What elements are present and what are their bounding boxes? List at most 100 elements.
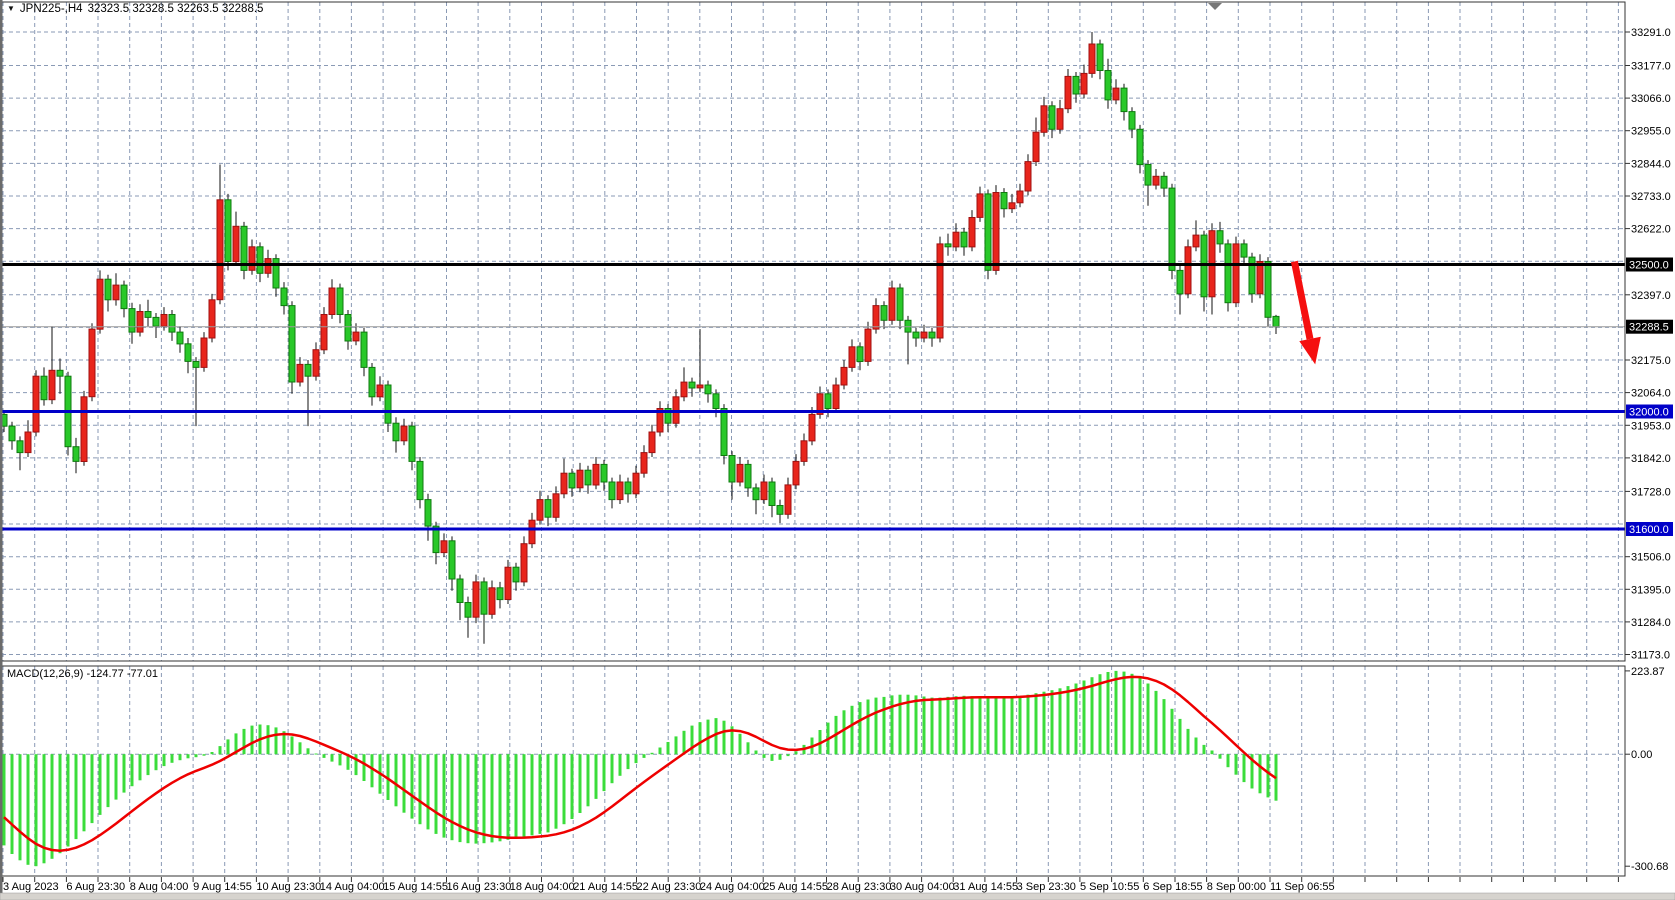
macd-bar: [210, 752, 214, 755]
candle-body: [656, 408, 664, 433]
macd-axis-label: 223.87: [1631, 666, 1665, 678]
macd-bar: [90, 754, 94, 824]
macd-bar: [250, 725, 254, 755]
candle-body: [296, 363, 304, 383]
macd-bar: [162, 754, 166, 767]
candle-body: [1088, 43, 1096, 74]
price-axis-label: 33177.0: [1631, 61, 1671, 73]
candle-body: [608, 481, 616, 501]
macd-bar: [466, 754, 470, 844]
macd-bar: [1146, 683, 1150, 755]
candle-body: [664, 408, 672, 424]
candle-body: [1096, 43, 1104, 71]
macd-bar: [314, 753, 318, 755]
candle-body: [472, 581, 480, 618]
macd-bar: [794, 751, 798, 755]
candle-body: [224, 199, 232, 263]
macd-bar: [986, 697, 990, 755]
macd-bar: [1034, 693, 1038, 755]
candle-body: [624, 481, 632, 495]
macd-bar: [50, 754, 54, 859]
macd-bar: [1090, 677, 1094, 755]
candle-body: [160, 314, 168, 327]
macd-bar: [58, 754, 62, 854]
trend-arrow-annotation[interactable]: [1290, 260, 1321, 365]
candle-body: [1176, 269, 1184, 295]
candle-body: [936, 243, 944, 339]
macd-axis-label: 0.00: [1631, 749, 1652, 761]
candle-body: [440, 540, 448, 554]
macd-indicator-label: MACD(12,26,9) -124.77 -77.01: [7, 668, 159, 680]
macd-bar: [274, 727, 278, 755]
macd-bar: [602, 754, 606, 792]
macd-bar: [882, 696, 886, 755]
candle-body: [640, 452, 648, 474]
candle-body: [1160, 175, 1168, 189]
macd-axis[interactable]: 223.87 0.00 -300.68: [1625, 666, 1668, 873]
price-axis-label: 31842.0: [1631, 453, 1671, 465]
price-axis-label: 32733.0: [1631, 191, 1671, 203]
price-axis-label: 33066.0: [1631, 93, 1671, 105]
macd-bar: [922, 696, 926, 755]
macd-bar: [386, 754, 390, 800]
macd-bar: [682, 730, 686, 755]
macd-bar: [906, 694, 910, 755]
macd-bar: [754, 750, 758, 755]
candle-body: [128, 308, 136, 333]
macd-signal-line: [3, 675, 1277, 852]
macd-bar: [1066, 686, 1070, 755]
candle-body: [856, 346, 864, 362]
price-axis-label: 31173.0: [1631, 650, 1670, 662]
macd-bar: [738, 733, 742, 755]
candle-body: [1136, 128, 1144, 166]
macd-bar: [26, 754, 30, 865]
macd-bar: [1122, 671, 1126, 755]
candle-body: [360, 331, 368, 368]
candle-body: [32, 375, 40, 433]
price-axis-label: 32064.0: [1631, 388, 1671, 400]
macd-bar: [994, 697, 998, 755]
candle-body: [16, 440, 24, 454]
price-axis-label: 33291.0: [1631, 27, 1671, 39]
candle-body: [288, 305, 296, 383]
price-badge: [1626, 257, 1673, 272]
price-axis[interactable]: 33291.0 33177.0 33066.0 32955.0 32844.0 32733…: [1625, 27, 1673, 662]
macd-bar: [2, 754, 6, 846]
macd-bar: [1218, 754, 1222, 759]
candle-body: [336, 287, 344, 315]
candle-body: [776, 505, 784, 515]
candle-body: [976, 193, 984, 218]
candle-body: [376, 384, 384, 398]
macd-bar: [658, 747, 662, 755]
macd-bar: [778, 754, 782, 760]
macd-bar: [1026, 694, 1030, 755]
macd-bar: [1242, 754, 1246, 783]
time-axis-label: 10 Aug 23:30: [256, 881, 321, 893]
chart-shift-marker[interactable]: [1208, 3, 1222, 10]
macd-bar: [1202, 744, 1206, 755]
candle-body: [200, 337, 208, 368]
candle-body: [728, 455, 736, 483]
macd-bar: [1114, 670, 1118, 755]
macd-bar: [954, 696, 958, 755]
candle-body: [584, 469, 592, 486]
candle-body: [96, 278, 104, 330]
candle-body: [960, 231, 968, 248]
candle-body: [1072, 75, 1080, 95]
macd-bar: [930, 697, 934, 755]
time-axis[interactable]: 3 Aug 2023 6 Aug 23:30 8 Aug 04:00 9 Aug 14…: [2, 877, 1619, 893]
macd-bar: [82, 754, 86, 832]
macd-bar: [1074, 683, 1078, 755]
time-axis-label: 28 Aug 23:30: [827, 881, 892, 893]
macd-bar: [10, 754, 14, 854]
price-axis-label: 32175.0: [1631, 355, 1671, 367]
candle-body: [560, 472, 568, 495]
macd-bar: [194, 754, 198, 758]
macd-bar: [66, 754, 70, 847]
macd-bar: [1210, 750, 1214, 755]
macd-bar: [562, 754, 566, 825]
macd-bar: [418, 754, 422, 825]
candle-body: [760, 481, 768, 501]
symbol-dropdown-icon[interactable]: ▼: [7, 4, 15, 13]
